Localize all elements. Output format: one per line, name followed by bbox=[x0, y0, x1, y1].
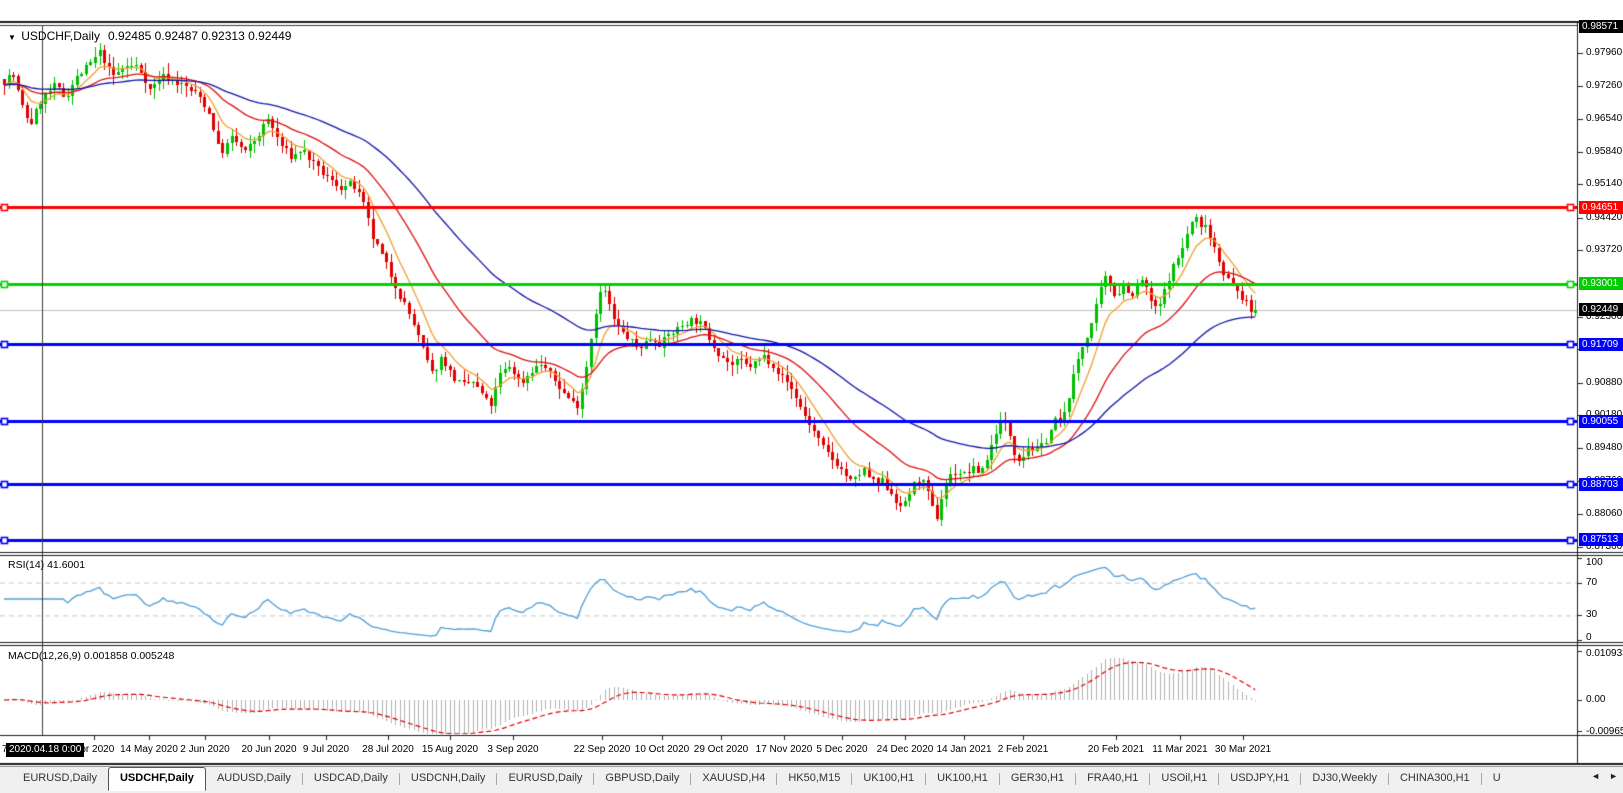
date-axis-label: 15 Aug 2020 bbox=[421, 744, 479, 755]
price-axis-label: 0.95140 bbox=[1586, 178, 1623, 190]
price-axis-marker: 0.88703 bbox=[1579, 477, 1623, 491]
macd-indicator-label: MACD(12,26,9) 0.001858 0.005248 bbox=[8, 650, 175, 662]
price-axis-label: 0.94420 bbox=[1586, 211, 1623, 223]
price-axis-label: 0.88060 bbox=[1586, 508, 1623, 520]
chart-tab-bar: EURUSD,Daily USDCHF,Daily AUDUSD,Daily USDC… bbox=[0, 766, 1623, 793]
tab-separator bbox=[1075, 773, 1077, 785]
chart-tab-uk100-h1[interactable]: UK100,H1 bbox=[937, 772, 988, 784]
chart-tab-gbpusd-daily[interactable]: GBPUSD,Daily bbox=[605, 772, 680, 784]
tab-scroll-left-icon[interactable]: ◄ bbox=[1591, 771, 1601, 781]
tab-separator bbox=[1300, 773, 1302, 785]
chart-tab-china300-h1[interactable]: CHINA300,H1 bbox=[1399, 772, 1470, 784]
price-axis-label: 0.96540 bbox=[1586, 113, 1623, 125]
chart-tab-uk100-h1[interactable]: UK100,H1 bbox=[863, 772, 915, 784]
tab-separator bbox=[851, 773, 853, 785]
chart-tab-xauusd-h4[interactable]: XAUUSD,H4 bbox=[702, 772, 766, 784]
tab-separator bbox=[496, 773, 498, 785]
tab-separator bbox=[301, 773, 303, 785]
date-axis-label: 22 Sep 2020 bbox=[573, 744, 631, 755]
price-axis-label: 0.90880 bbox=[1586, 376, 1623, 388]
price-axis-marker: 0.93001 bbox=[1579, 277, 1623, 291]
macd-axis-label: 0.00 bbox=[1586, 694, 1606, 705]
price-axis-label: 0.95840 bbox=[1586, 145, 1623, 157]
rsi-axis-label: 70 bbox=[1586, 576, 1598, 588]
chart-tab-fra40-h1[interactable]: FRA40,H1 bbox=[1087, 772, 1139, 784]
date-axis-label: 2 Feb 2021 bbox=[997, 744, 1049, 755]
tab-separator bbox=[998, 773, 1000, 785]
tab-separator bbox=[398, 773, 400, 785]
date-axis-label: 30 Mar 2021 bbox=[1214, 744, 1272, 755]
rsi-axis-label: 30 bbox=[1586, 609, 1598, 621]
chart-tab-usdcad-daily[interactable]: USDCAD,Daily bbox=[313, 772, 388, 784]
price-axis-label: 0.97260 bbox=[1586, 79, 1623, 91]
chart-tab-usdchf-daily[interactable]: USDCHF,Daily bbox=[107, 767, 206, 791]
date-axis-label: 20 Jun 2020 bbox=[241, 744, 297, 755]
chart-title: ▼ USDCHF,Daily 0.92485 0.92487 0.92313 0… bbox=[8, 29, 291, 43]
chart-tab-eurusd-daily[interactable]: EURUSD,Daily bbox=[508, 772, 583, 784]
chart-tab-audusd-daily[interactable]: AUDUSD,Daily bbox=[216, 772, 291, 784]
tab-scroll-buttons: ◄ ► bbox=[1591, 771, 1618, 781]
crosshair-date-marker: 2020.04.18 0:00 bbox=[6, 743, 85, 757]
macd-axis-label: 0.010933 bbox=[1586, 648, 1623, 659]
chart-tab-usdcnh-daily[interactable]: USDCNH,Daily bbox=[410, 772, 486, 784]
date-axis-label: 20 Feb 2021 bbox=[1087, 744, 1145, 755]
chart-symbol-label: USDCHF,Daily bbox=[21, 29, 100, 43]
rsi-axis-label: 100 bbox=[1586, 557, 1603, 568]
price-axis-marker: 0.94651 bbox=[1579, 200, 1623, 214]
tab-separator bbox=[1387, 773, 1389, 785]
price-axis-label: 0.93720 bbox=[1586, 244, 1623, 256]
price-axis-label: 0.97960 bbox=[1586, 47, 1623, 58]
chart-tab-dj30-weekly[interactable]: DJ30,Weekly bbox=[1312, 772, 1377, 784]
date-axis-label: 2 Jun 2020 bbox=[180, 744, 230, 755]
price-axis-marker: 0.87513 bbox=[1579, 533, 1623, 547]
symbol-dropdown-icon[interactable]: ▼ bbox=[8, 33, 16, 42]
date-axis-label: 28 Jul 2020 bbox=[362, 744, 414, 755]
tab-separator bbox=[1218, 773, 1220, 785]
date-axis-label: 17 Nov 2020 bbox=[755, 744, 813, 755]
tab-scroll-right-icon[interactable]: ► bbox=[1609, 771, 1618, 781]
price-axis-label: 0.87360 bbox=[1586, 540, 1623, 552]
tab-separator bbox=[690, 773, 692, 785]
chart-tab-usoil-h1[interactable]: USOil,H1 bbox=[1161, 772, 1208, 784]
tab-separator bbox=[776, 773, 778, 785]
rsi-indicator-label: RSI(14) 41.6001 bbox=[8, 559, 86, 571]
tab-separator bbox=[593, 773, 595, 785]
tab-separator bbox=[1480, 773, 1482, 785]
macd-axis-label: -0.009653 bbox=[1586, 726, 1623, 737]
chart-tab-ger30-h1[interactable]: GER30,H1 bbox=[1010, 772, 1065, 784]
price-axis-marker: 0.90055 bbox=[1579, 414, 1623, 428]
date-axis-label: 14 May 2020 bbox=[120, 744, 178, 755]
date-axis-label: 5 Dec 2020 bbox=[816, 744, 868, 755]
date-axis-label: 3 Sep 2020 bbox=[487, 744, 539, 755]
price-axis-marker: 0.92449 bbox=[1579, 303, 1623, 317]
date-axis-label: 9 Jul 2020 bbox=[302, 744, 350, 755]
tab-separator bbox=[925, 773, 927, 785]
chart-tab-hk50-m15[interactable]: HK50,M15 bbox=[788, 772, 841, 784]
date-axis-label: 29 Oct 2020 bbox=[693, 744, 749, 755]
date-axis-label: 14 Jan 2021 bbox=[936, 744, 992, 755]
date-axis-label: Apr 2020 bbox=[73, 744, 115, 755]
tab-separator bbox=[1149, 773, 1151, 785]
price-axis-label: 0.89480 bbox=[1586, 441, 1623, 453]
date-axis-label: 11 Mar 2021 bbox=[1152, 744, 1208, 755]
date-axis-label: 24 Dec 2020 bbox=[876, 744, 934, 755]
price-axis-marker: 0.98571 bbox=[1579, 20, 1623, 33]
chart-tab-usdjpy-h1[interactable]: USDJPY,H1 bbox=[1230, 772, 1290, 784]
chart-tab-eurusd-daily[interactable]: EURUSD,Daily bbox=[23, 772, 97, 784]
date-axis-label: 10 Oct 2020 bbox=[634, 744, 690, 755]
chart-ohlc-quote: 0.92485 0.92487 0.92313 0.92449 bbox=[107, 29, 292, 43]
rsi-axis-label: 0 bbox=[1586, 632, 1592, 643]
price-axis-marker: 0.91709 bbox=[1579, 337, 1623, 351]
chart-tab-u[interactable]: U bbox=[1492, 772, 1501, 784]
date-axis-label-fragment: 7 bbox=[2, 744, 8, 755]
